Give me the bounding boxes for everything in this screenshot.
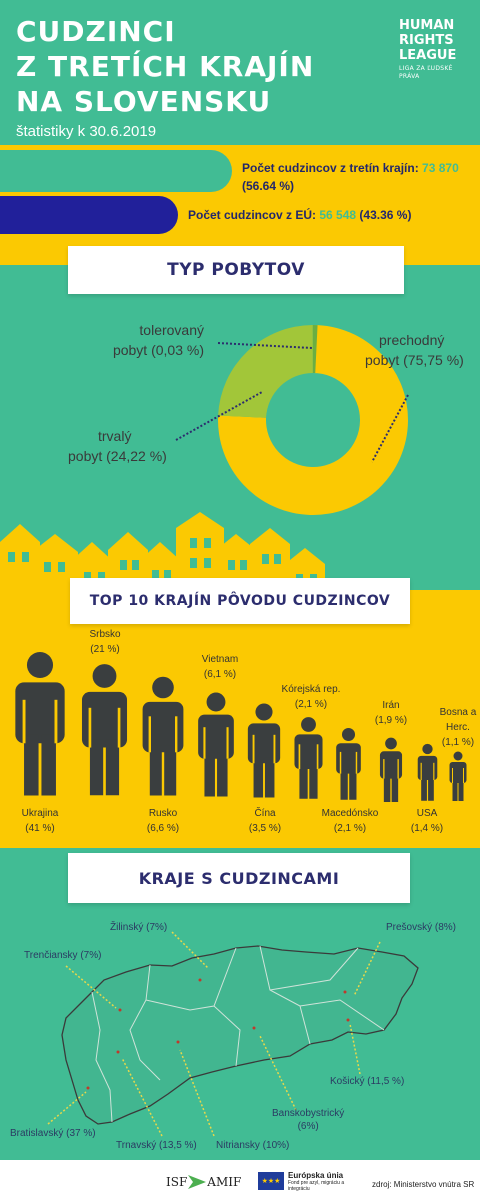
title-line: Z TRETÍCH KRAJÍN [16, 50, 315, 83]
country-label-korejska: Kórejská rep. (2,1 %) [281, 684, 341, 710]
person-icon [15, 651, 65, 796]
stat-third: Počet cudzincov z tretín krajín: 73 870 … [242, 161, 459, 193]
region-dot [198, 978, 202, 982]
label-trvaly: trvalý pobyt (24,22 %) [68, 428, 167, 464]
person-icon [294, 717, 323, 799]
region-dot [346, 1018, 350, 1022]
donut-segment-prechodny [218, 325, 408, 515]
leader-lines [175, 342, 409, 463]
region-dot [118, 1008, 122, 1012]
donut-segment-trvaly [218, 325, 313, 418]
person-icon [142, 676, 184, 796]
country-label-macedonsko: Macedónsko (2,1 %) [321, 808, 379, 834]
region-label-bratislavsky: Bratislavský (37 %) [10, 1128, 96, 1139]
stats-bar-third [0, 150, 232, 192]
source-note: zdroj: Ministerstvo vnútra SR [372, 1180, 475, 1189]
eu-flag-icon: ★★★ [258, 1172, 284, 1190]
person-icon [247, 703, 281, 798]
person-icon [379, 737, 403, 802]
page-title: CUDZINCI Z TRETÍCH KRAJÍN NA SLOVENSKU [16, 14, 314, 119]
region-label-banskobystricky: Banskobystrický (6%) [272, 1108, 345, 1132]
person-icon [198, 692, 234, 797]
donut-segment-tolerovany [312, 325, 318, 374]
regions-heading: KRAJE S CUDZINCAMI [68, 853, 410, 903]
region-label-zilinsky: Žilinský (7%) [110, 922, 168, 933]
region-label-trnavsky: Trnavský (13,5 %) [116, 1140, 197, 1151]
person-icon [81, 664, 128, 796]
region-dot [343, 990, 347, 994]
country-label-vietnam: Vietnam (6,1 %) [201, 654, 239, 680]
date: štatistiky k 30.6.2019 [16, 123, 157, 140]
region-label-trenciansky: Trenčiansky (7%) [24, 950, 102, 961]
slovakia-map [47, 931, 419, 1137]
country-label-usa: USA (1,4 %) [410, 808, 444, 834]
stats-bar-eu [0, 196, 178, 234]
region-label-presovsky: Prešovský (8%) [386, 922, 457, 933]
eu-text: Európska únia Fond pre azyl, migráciu a … [288, 1171, 345, 1193]
logo: HUMAN RIGHTS LEAGUE LIGA ZA ĽUDSKÉ PRÁVA [399, 18, 457, 80]
isf-amif-logo: ISF AMIF [166, 1175, 242, 1189]
country-label-srbsko: Srbsko (21 %) [89, 629, 121, 655]
country-label-ukrajina: Ukrajina (41 %) [21, 808, 59, 834]
region-borders [91, 945, 385, 1123]
region-label-nitriansky: Nitriansky (10%) [216, 1140, 290, 1151]
residence-donut [218, 325, 408, 515]
countries-heading: TOP 10 KRAJÍN PÔVODU CUDZINCOV [70, 578, 410, 624]
region-dot [252, 1026, 256, 1030]
title-line: NA SLOVENSKU [16, 85, 272, 118]
label-prechodny: prechodný pobyt (75,75 %) [365, 332, 464, 368]
country-label-iran: Irán (1,9 %) [374, 700, 408, 726]
arrow-logo-icon [188, 1175, 207, 1189]
country-label-bosna: Bosna a Herc. (1,1 %) [439, 707, 477, 748]
label-tolerovany: tolerovaný pobyt (0,03 %) [112, 322, 204, 358]
country-label-cina: Čína (3,5 %) [248, 808, 282, 834]
person-icon [449, 751, 467, 801]
residence-heading: TYP POBYTOV [68, 246, 404, 294]
region-dot [176, 1040, 180, 1044]
map-outline [61, 945, 419, 1125]
region-label-kosicky: Košický (11,5 %) [330, 1076, 405, 1087]
country-label-rusko: Rusko (6,6 %) [146, 808, 180, 834]
region-dot [86, 1086, 90, 1090]
footer-bar [0, 1160, 480, 1200]
region-dot [116, 1050, 120, 1054]
countries-band [0, 590, 480, 848]
person-icon [417, 743, 438, 801]
title-line: CUDZINCI [16, 15, 176, 48]
stat-eu: Počet cudzincov z EÚ: 56 548 (43.36 %) [188, 208, 412, 222]
person-icon [336, 727, 361, 800]
